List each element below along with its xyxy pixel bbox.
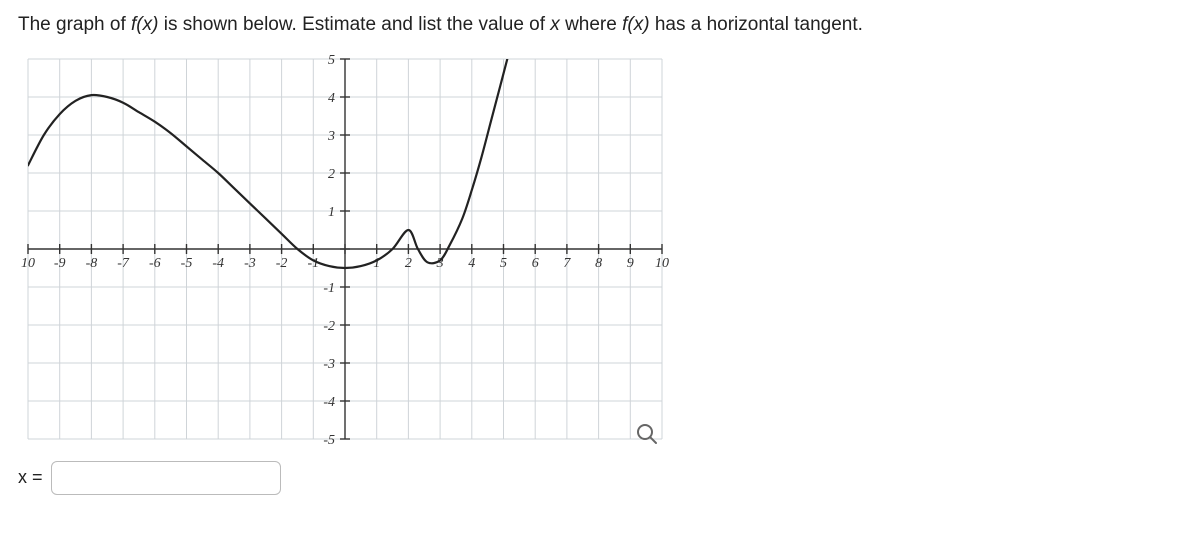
svg-text:-5: -5	[181, 256, 193, 271]
svg-text:2: 2	[328, 167, 335, 182]
question-text: The graph of f(x) is shown below. Estima…	[18, 12, 1182, 39]
svg-text:-4: -4	[212, 256, 224, 271]
svg-text:1: 1	[328, 205, 335, 220]
svg-text:-1: -1	[323, 281, 335, 296]
svg-text:-3: -3	[323, 357, 335, 372]
function-graph: 10-9-8-7-6-5-4-3-2-112345678910-5-4-3-2-…	[8, 49, 672, 449]
svg-text:-9: -9	[54, 256, 66, 271]
svg-text:-3: -3	[244, 256, 256, 271]
svg-text:6: 6	[532, 256, 539, 271]
answer-input[interactable]	[51, 461, 281, 495]
q-suffix: has a horizontal tangent.	[650, 14, 863, 35]
svg-text:9: 9	[627, 256, 634, 271]
q-mid1: is shown below. Estimate and list the va…	[158, 14, 550, 35]
zoom-icon[interactable]	[636, 423, 658, 445]
graph-panel: 10-9-8-7-6-5-4-3-2-112345678910-5-4-3-2-…	[8, 49, 672, 449]
svg-text:-2: -2	[323, 319, 335, 334]
answer-label: x =	[18, 467, 43, 488]
svg-text:-4: -4	[323, 395, 335, 410]
q-prefix: The graph of	[18, 14, 131, 35]
q-fn1: f(x)	[131, 14, 158, 35]
svg-text:8: 8	[595, 256, 602, 271]
svg-text:-2: -2	[276, 256, 288, 271]
svg-text:-7: -7	[117, 256, 130, 271]
svg-text:7: 7	[563, 256, 571, 271]
svg-text:5: 5	[500, 256, 507, 271]
svg-text:-8: -8	[86, 256, 98, 271]
svg-text:-6: -6	[149, 256, 161, 271]
q-mid2: where	[560, 14, 622, 35]
svg-text:5: 5	[328, 53, 335, 68]
svg-text:-5: -5	[323, 433, 335, 448]
svg-text:10: 10	[655, 256, 669, 271]
answer-row: x =	[18, 461, 1182, 495]
svg-text:2: 2	[405, 256, 412, 271]
svg-text:10: 10	[21, 256, 35, 271]
svg-text:4: 4	[328, 91, 335, 106]
svg-text:4: 4	[468, 256, 475, 271]
q-fn2: f(x)	[622, 14, 649, 35]
q-var: x	[550, 14, 560, 35]
svg-text:3: 3	[327, 129, 335, 144]
